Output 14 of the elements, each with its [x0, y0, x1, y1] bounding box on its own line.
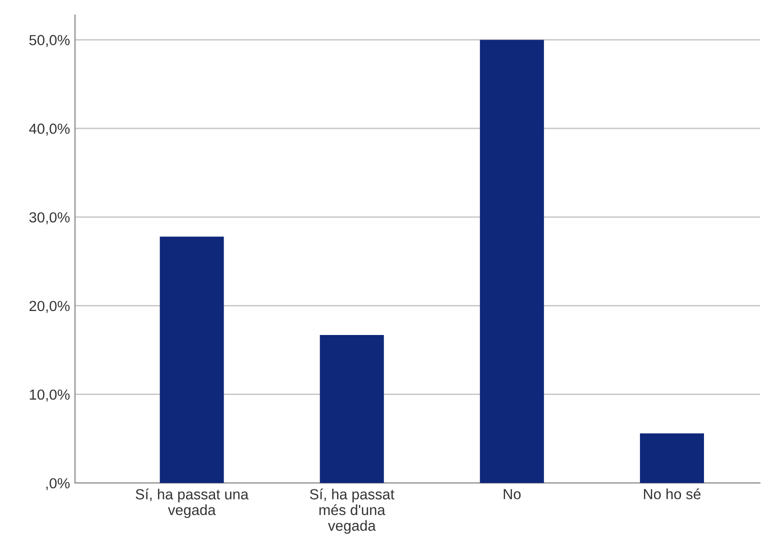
y-tick-label: 50,0% [29, 34, 70, 47]
bar [640, 433, 704, 483]
y-tick-label: 20,0% [30, 300, 70, 313]
x-tick-label: Sí, ha passat una vegada [136, 488, 249, 518]
x-tick-label: No [504, 489, 521, 500]
bar [160, 236, 224, 483]
x-tick-label: Sí, ha passat més d'una vegada [310, 488, 394, 534]
y-tick-label: 40,0% [29, 124, 70, 136]
y-tick-label: 30,0% [29, 212, 70, 224]
bar [480, 40, 544, 483]
y-tick-label: 10,0% [30, 389, 70, 402]
x-tick-label: No ho sé [644, 488, 701, 500]
bar [320, 334, 384, 483]
y-tick-label: ,0% [46, 478, 70, 490]
